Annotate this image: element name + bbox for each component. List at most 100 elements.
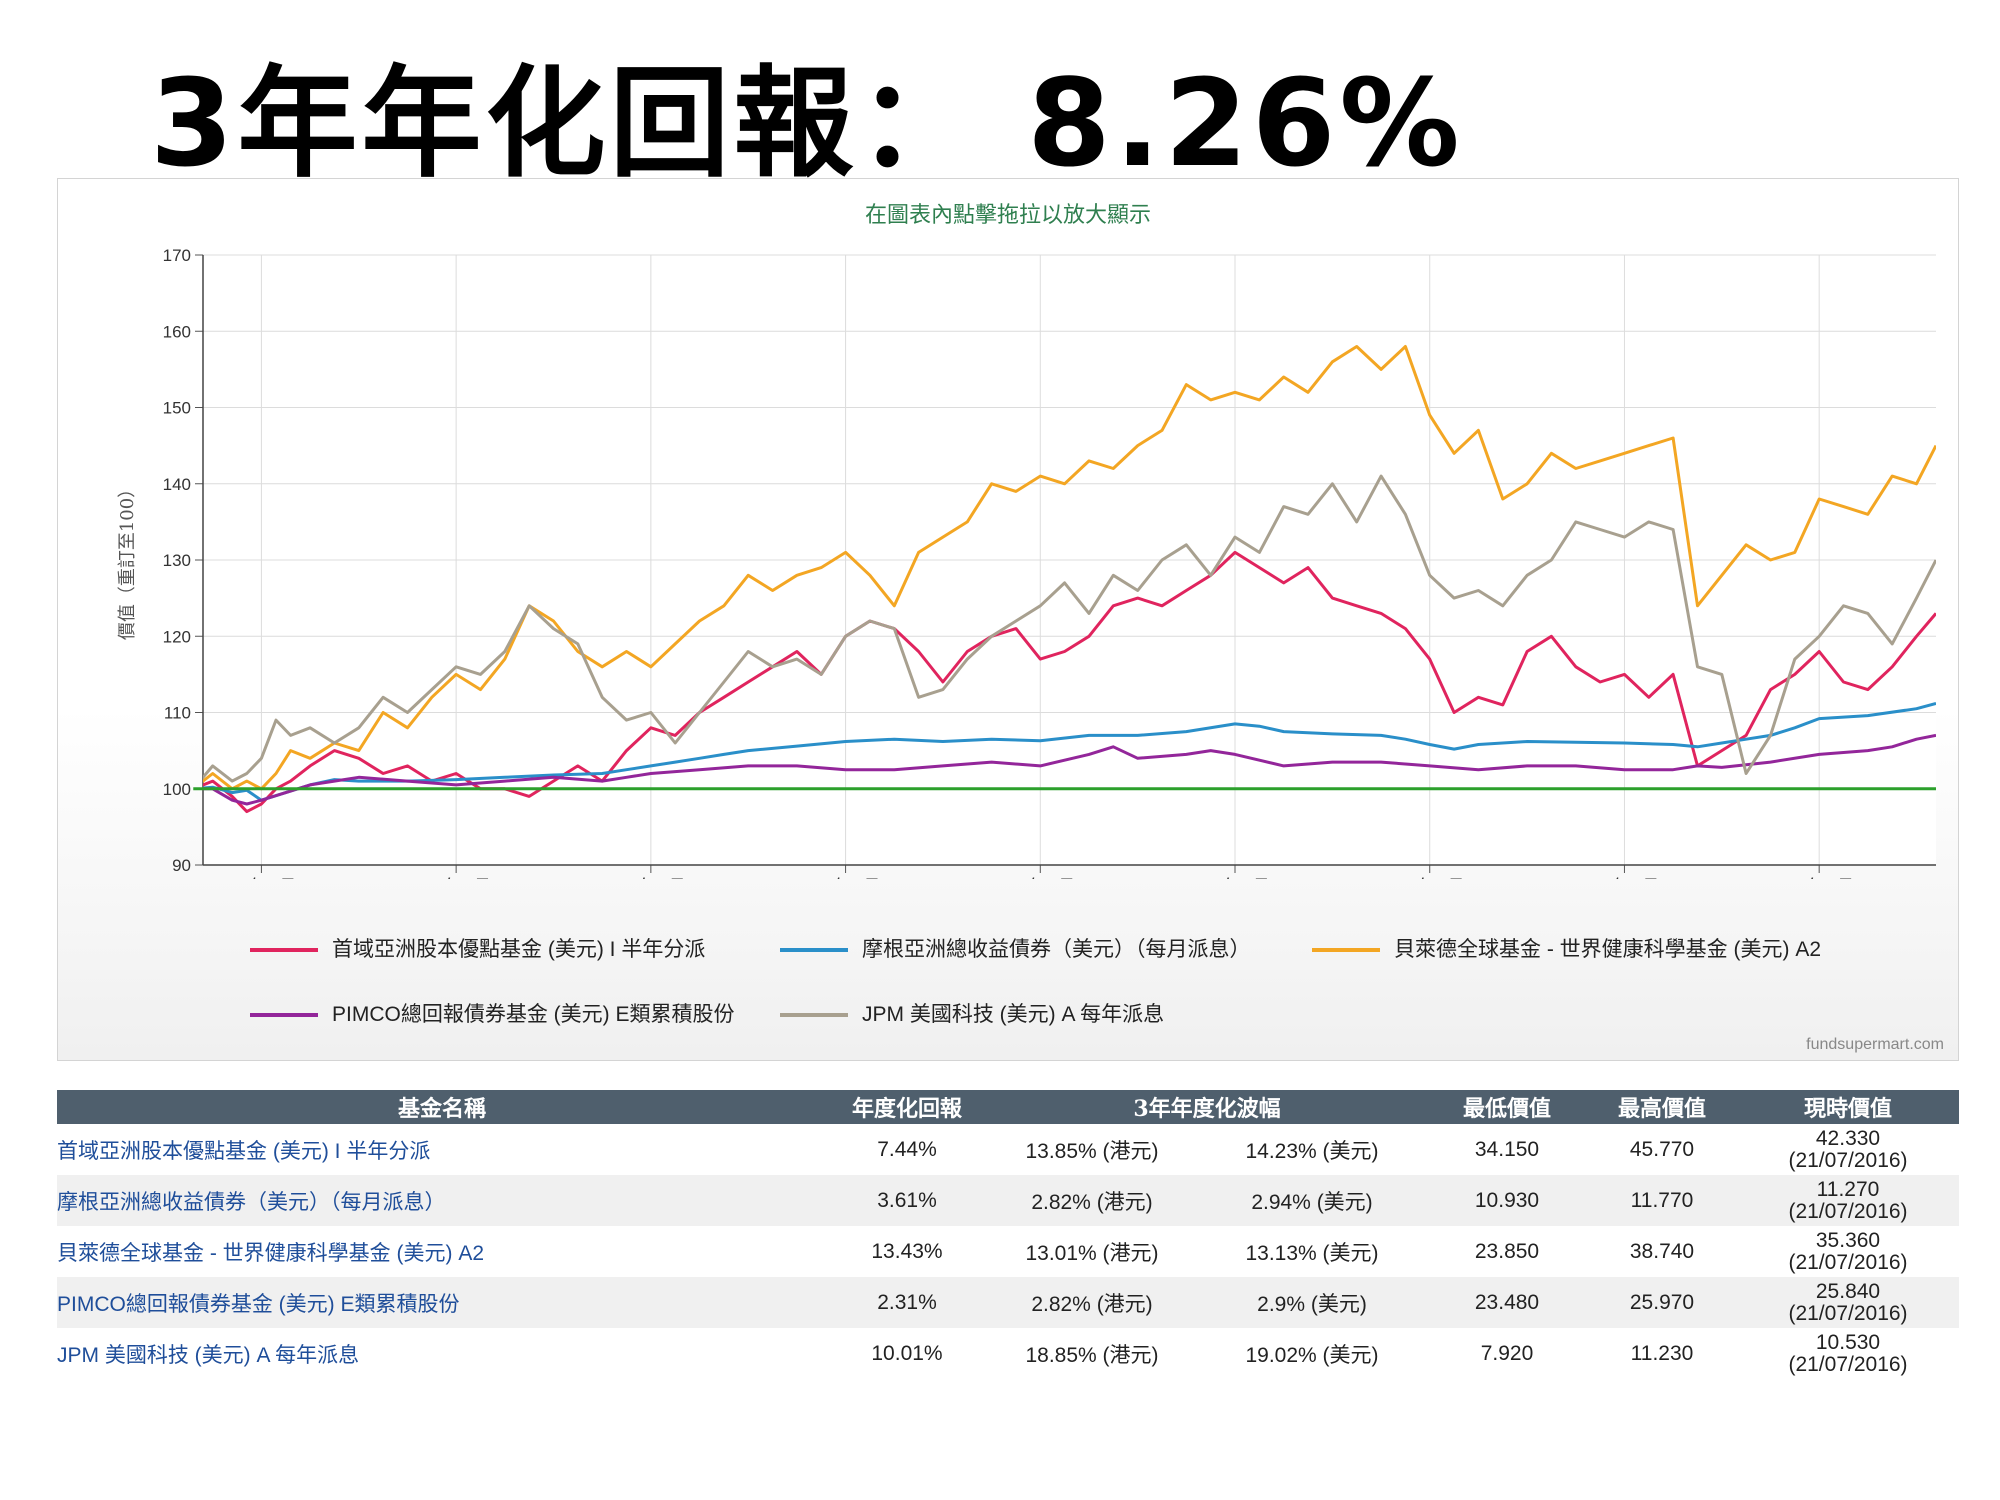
- min-value-cell: 23.480: [1427, 1277, 1587, 1328]
- table-row: 貝萊德全球基金 - 世界健康科學基金 (美元) A2 13.43% 13.01%…: [57, 1226, 1959, 1277]
- y-tick-label: 160: [163, 322, 191, 341]
- table-row: JPM 美國科技 (美元) A 每年派息 10.01% 18.85% (港元) …: [57, 1328, 1959, 1379]
- fund-name-link[interactable]: JPM 美國科技 (美元) A 每年派息: [57, 1343, 360, 1367]
- current-value-date: (21/07/2016): [1788, 1250, 1908, 1274]
- annual-return-cell: 10.01%: [871, 1341, 943, 1365]
- min-value-cell: 7.920: [1480, 1341, 1534, 1365]
- legend-item-pimco[interactable]: PIMCO總回報債券基金 (美元) E類累積股份: [250, 1001, 735, 1029]
- series-line-4: [203, 474, 1936, 783]
- source-credit: fundsupermart.com: [1806, 1036, 1944, 1053]
- legend-swatch: [780, 948, 848, 952]
- min-value-cell: 10.930: [1427, 1175, 1587, 1226]
- y-tick-label: 130: [163, 551, 191, 570]
- min-value-cell: 34.150: [1474, 1137, 1540, 1161]
- max-value-cell: 11.770: [1587, 1175, 1737, 1226]
- legend-swatch: [1312, 948, 1380, 952]
- current-value-cell: 25.840 (21/07/2016): [1737, 1277, 1959, 1328]
- max-value-cell: 11.230: [1630, 1341, 1694, 1365]
- header-fund-name: 基金名稱: [57, 1090, 827, 1124]
- x-tick-label: 14年1月: [421, 877, 491, 879]
- volatility-usd-cell: 14.23% (美元): [1245, 1139, 1379, 1163]
- max-value-cell: 38.740: [1629, 1239, 1695, 1263]
- max-value-cell: 25.970: [1587, 1277, 1737, 1328]
- legend-swatch: [250, 948, 318, 952]
- current-value-cell: 11.270 (21/07/2016): [1737, 1175, 1959, 1226]
- series-line-2: [203, 345, 1936, 791]
- volatility-usd-cell: 2.94% (美元): [1197, 1175, 1427, 1226]
- max-value-cell: 45.770: [1629, 1137, 1695, 1161]
- min-value-cell: 23.850: [1474, 1239, 1540, 1263]
- x-tick-label: 14年5月: [616, 877, 686, 879]
- current-value: 42.330: [1815, 1126, 1881, 1150]
- y-tick-label: 120: [163, 627, 191, 646]
- fund-comparison-table: 基金名稱 年度化回報 3年年度化波幅 最低價值 最高價值 現時價值 首域亞洲股本…: [57, 1090, 1959, 1379]
- x-tick-label: 15年9月: [1395, 877, 1465, 879]
- series-line-1: [203, 701, 1936, 802]
- current-value: 25.840: [1815, 1279, 1881, 1303]
- table-row: 摩根亞洲總收益債券（美元）（每月派息） 3.61% 2.82% (港元) 2.9…: [57, 1175, 1959, 1226]
- annual-return-cell: 2.31%: [827, 1277, 987, 1328]
- legend-label: 摩根亞洲總收益債券（美元）（每月派息）: [862, 938, 1251, 961]
- series-line-3: [203, 733, 1936, 806]
- current-value: 35.360: [1815, 1228, 1881, 1252]
- legend-swatch: [780, 1013, 848, 1017]
- x-tick-label: 16年1月: [1589, 877, 1659, 879]
- current-value-cell: 42.330 (21/07/2016): [1737, 1124, 1959, 1175]
- volatility-hkd-cell: 13.85% (港元): [1025, 1139, 1159, 1163]
- y-tick-label: 150: [163, 399, 191, 418]
- legend-item-jpm-asia-bond[interactable]: 摩根亞洲總收益債券（美元）（每月派息）: [780, 936, 1251, 964]
- current-value-date: (21/07/2016): [1788, 1148, 1908, 1172]
- y-tick-label: 90: [172, 856, 191, 875]
- x-tick-label: 14年9月: [810, 877, 880, 879]
- volatility-usd-cell: 19.02% (美元): [1245, 1343, 1379, 1367]
- header-max: 最高價值: [1587, 1090, 1737, 1124]
- fund-name-link[interactable]: 摩根亞洲總收益債券（美元）（每月派息）: [57, 1175, 827, 1226]
- page-headline: 3年年化回報： 8.26%: [150, 55, 1464, 194]
- header-min: 最低價值: [1427, 1090, 1587, 1124]
- legend-label: JPM 美國科技 (美元) A 每年派息: [862, 1003, 1165, 1026]
- line-chart[interactable]: 90 100 110 120 130 140 150 160 170 13年9月 14年1月 14年5…: [58, 179, 1958, 879]
- series-line-0: [203, 550, 1936, 814]
- y-tick-label: 170: [163, 246, 191, 265]
- annual-return-cell: 13.43%: [871, 1239, 943, 1263]
- current-value-cell: 10.530 (21/07/2016): [1737, 1328, 1959, 1379]
- current-value: 10.530: [1815, 1330, 1881, 1354]
- current-value-date: (21/07/2016): [1788, 1199, 1908, 1223]
- header-annual-return: 年度化回報: [827, 1090, 987, 1124]
- y-tick-label: 100: [163, 780, 191, 799]
- x-tick-label: 15年1月: [1005, 877, 1075, 879]
- table-row: 首域亞洲股本優點基金 (美元) I 半年分派 7.44% 13.85% (港元)…: [57, 1124, 1959, 1175]
- header-volatility: 3年年度化波幅: [987, 1090, 1427, 1124]
- legend-label: 首域亞洲股本優點基金 (美元) I 半年分派: [332, 938, 706, 961]
- x-tick-label: 15年5月: [1200, 877, 1270, 879]
- fund-name-link[interactable]: 貝萊德全球基金 - 世界健康科學基金 (美元) A2: [57, 1241, 485, 1265]
- legend-swatch: [250, 1013, 318, 1017]
- legend-item-blackrock-health[interactable]: 貝萊德全球基金 - 世界健康科學基金 (美元) A2: [1312, 936, 1852, 964]
- legend-label: 貝萊德全球基金 - 世界健康科學基金 (美元) A2: [1394, 938, 1822, 961]
- annual-return-cell: 7.44%: [877, 1137, 937, 1161]
- current-value-date: (21/07/2016): [1788, 1301, 1908, 1325]
- legend-item-jpm-us-tech[interactable]: JPM 美國科技 (美元) A 每年派息: [780, 1001, 1164, 1029]
- y-tick-label: 110: [164, 704, 191, 723]
- y-axis-label: 價值（重訂至100）: [117, 480, 138, 640]
- volatility-hkd-cell: 13.01% (港元): [1025, 1241, 1159, 1265]
- current-value: 11.270: [1816, 1177, 1880, 1201]
- current-value-date: (21/07/2016): [1788, 1352, 1908, 1376]
- x-tick-label: 16年5月: [1784, 877, 1854, 879]
- volatility-hkd-cell: 2.82% (港元): [987, 1277, 1197, 1328]
- x-tick-label: 13年9月: [226, 877, 296, 879]
- annual-return-cell: 3.61%: [827, 1175, 987, 1226]
- volatility-usd-cell: 13.13% (美元): [1245, 1241, 1379, 1265]
- legend-label: PIMCO總回報債券基金 (美元) E類累積股份: [332, 1003, 735, 1026]
- header-current: 現時價值: [1737, 1090, 1959, 1124]
- volatility-hkd-cell: 18.85% (港元): [1025, 1343, 1159, 1367]
- table-header-row: 基金名稱 年度化回報 3年年度化波幅 最低價值 最高價值 現時價值: [57, 1090, 1959, 1124]
- chart-panel[interactable]: 在圖表內點擊拖拉以放大顯示 fundsupermart.com 90 100 110…: [57, 178, 1959, 1061]
- fund-name-link[interactable]: 首域亞洲股本優點基金 (美元) I 半年分派: [57, 1139, 431, 1163]
- chart-zoom-hint: 在圖表內點擊拖拉以放大顯示: [864, 203, 1151, 228]
- volatility-hkd-cell: 2.82% (港元): [987, 1175, 1197, 1226]
- fund-name-link[interactable]: PIMCO總回報債券基金 (美元) E類累積股份: [57, 1277, 827, 1328]
- table-row: PIMCO總回報債券基金 (美元) E類累積股份 2.31% 2.82% (港元…: [57, 1277, 1959, 1328]
- legend-item-first-state[interactable]: 首域亞洲股本優點基金 (美元) I 半年分派: [250, 936, 705, 964]
- y-tick-label: 140: [163, 475, 191, 494]
